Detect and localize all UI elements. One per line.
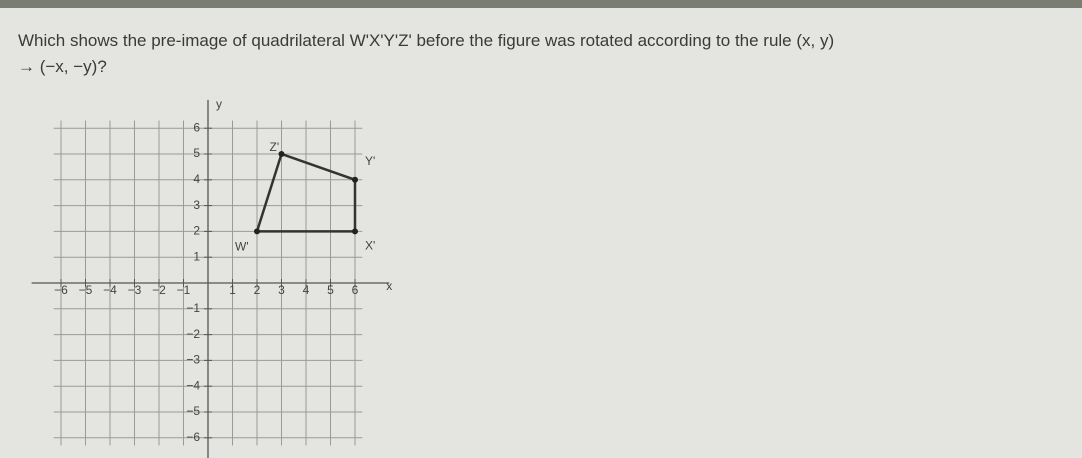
x-tick-label: 6 [352, 283, 359, 297]
y-tick-label: 3 [193, 198, 200, 212]
y-tick-label: −3 [186, 353, 200, 367]
x-tick-label: 1 [229, 283, 236, 297]
y-tick-label: 2 [193, 224, 200, 238]
question-line: → (−x, −y)? [18, 57, 107, 76]
y-tick-label: −2 [186, 327, 200, 341]
y-axis-label: y [216, 97, 222, 111]
x-tick-label: 4 [303, 283, 310, 297]
vertex-label: Z' [270, 140, 280, 154]
y-tick-label: 1 [193, 249, 200, 263]
vertex-label: X' [365, 239, 375, 253]
y-tick-label: −1 [186, 301, 200, 315]
y-tick-label: −5 [186, 404, 200, 418]
question-line: Which shows the pre-image of quadrilater… [18, 31, 835, 50]
x-tick-label: 3 [278, 283, 285, 297]
y-tick-label: −6 [186, 430, 200, 444]
x-tick-label: −6 [54, 283, 68, 297]
x-tick-label: −1 [177, 283, 191, 297]
x-tick-label: −2 [152, 283, 166, 297]
y-tick-label: 5 [193, 146, 200, 160]
vertex [254, 228, 260, 235]
top-bar [0, 0, 1082, 8]
question: Which shows the pre-image of quadrilater… [18, 28, 1078, 80]
x-tick-label: −3 [128, 283, 142, 297]
x-axis-label: x [386, 279, 392, 293]
vertex [352, 176, 358, 183]
y-tick-label: 4 [193, 172, 200, 186]
x-tick-label: −5 [79, 283, 93, 297]
vertex [278, 151, 285, 157]
vertex-label: W' [235, 240, 249, 254]
x-tick-label: 5 [327, 283, 334, 297]
vertex [352, 228, 358, 235]
x-tick-label: −4 [103, 283, 117, 297]
y-tick-label: 6 [193, 120, 200, 134]
x-tick-label: 2 [254, 283, 261, 297]
vertex-label: Y' [365, 154, 375, 168]
y-tick-label: −4 [186, 378, 200, 392]
